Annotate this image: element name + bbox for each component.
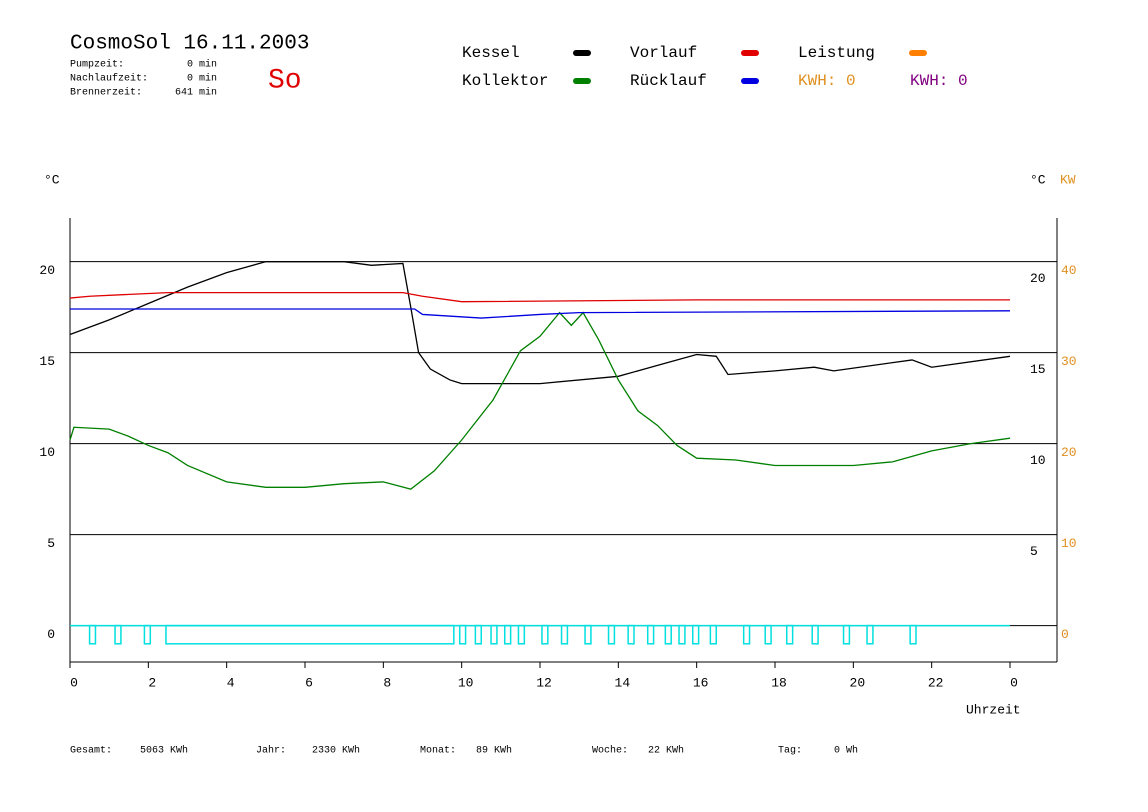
pump-pulse [909,624,917,645]
legend-label: Leistung [798,44,875,62]
total-label: Monat: [420,746,456,757]
x-tick-label: 18 [771,675,787,690]
chart-title: CosmoSol 16.11.2003 [70,33,309,56]
x-tick-label: 0 [1010,675,1018,690]
total-label: Woche: [592,745,628,757]
y-tick-label-right: 10 [1030,453,1046,468]
pump-pulse [584,624,592,645]
pump-pulse [664,624,672,645]
pump-pulse [627,624,635,645]
x-tick-label: 12 [536,675,552,690]
pump-pulse [474,624,482,645]
pump-pulse [143,624,152,645]
pump-pulse [504,624,512,645]
pump-pulse [517,624,526,645]
x-tick-label: 14 [615,675,631,690]
total-label: Tag: [778,746,802,757]
y-tick-label-right: 20 [1030,271,1046,286]
y-tick-label-right: 5 [1030,544,1038,559]
stat-value: 0 min [187,59,217,71]
stat-label: Pumpzeit: [70,59,124,71]
pump-pulse [866,624,874,645]
total-label: Jahr: [256,745,286,757]
x-tick-label: 0 [70,675,78,690]
total-label: Gesamt: [70,746,112,757]
pump-pulse [646,624,655,645]
legend-label: Rücklauf [630,72,707,90]
stat-label: Brennerzeit: [70,87,142,99]
pump-pulse [786,624,794,645]
pump-pulse [607,624,616,645]
y2-unit: KW [1060,172,1076,187]
pump-pulse [811,624,819,645]
series-line [69,261,1011,385]
pump-pulse [764,624,772,645]
y-tick-label: 5 [47,536,55,551]
pump-pulse [560,624,569,645]
stat-label: Nachlaufzeit: [70,73,148,85]
series-line [69,291,1010,303]
day-label: So [268,65,302,96]
pump-pulse [88,624,97,645]
x-tick-label: 16 [693,675,709,690]
series-line [70,308,1011,319]
x-axis-label: Uhrzeit [966,702,1021,717]
y2-tick-label: 20 [1061,445,1077,460]
y-tick-label: 0 [47,627,55,642]
pump-pulse [458,624,467,645]
y-tick-label: 10 [39,445,55,460]
y-tick-label: 20 [39,263,55,278]
x-tick-label: 10 [458,675,474,690]
legend-label: Vorlauf [630,44,697,62]
pump-pulse [842,624,851,645]
pump-pulse [541,624,549,645]
total-value: 0 Wh [834,745,858,757]
total-value: 89 KWh [476,745,512,757]
pump-pulse [709,624,717,645]
series-line [69,311,1011,490]
total-value: 2330 KWh [312,745,360,757]
stat-value: 641 min [175,87,217,99]
x-tick-label: 4 [227,675,235,690]
pump-pulse [692,624,700,645]
pump-pulse [490,624,498,645]
total-value: 22 KWh [648,745,684,757]
pump-pulse [742,624,751,645]
y2-tick-label: 0 [1061,627,1069,642]
y2-tick-label: 30 [1061,354,1077,369]
x-tick-label: 8 [383,675,391,690]
y-tick-label-right: 15 [1030,362,1046,377]
x-tick-label: 6 [305,675,313,690]
pump-pulse [165,624,455,645]
pump-pulse [114,624,122,645]
stat-value: 0 min [187,73,217,85]
y-unit: °C [44,172,60,187]
x-tick-label: 22 [928,675,944,690]
pump-pulse [678,624,686,645]
y2-tick-label: 40 [1061,263,1077,278]
y2-tick-label: 10 [1061,536,1077,551]
legend-label: Kollektor [462,72,548,90]
y-tick-label: 15 [39,354,55,369]
x-tick-label: 20 [850,675,866,690]
y2-unit: °C [1030,172,1046,187]
total-value: 5063 KWh [140,745,188,757]
x-tick-label: 2 [148,675,156,690]
kwh-label: KWH: 0 [798,72,856,90]
kwh-label: KWH: 0 [910,72,968,90]
legend-label: Kessel [462,44,520,62]
